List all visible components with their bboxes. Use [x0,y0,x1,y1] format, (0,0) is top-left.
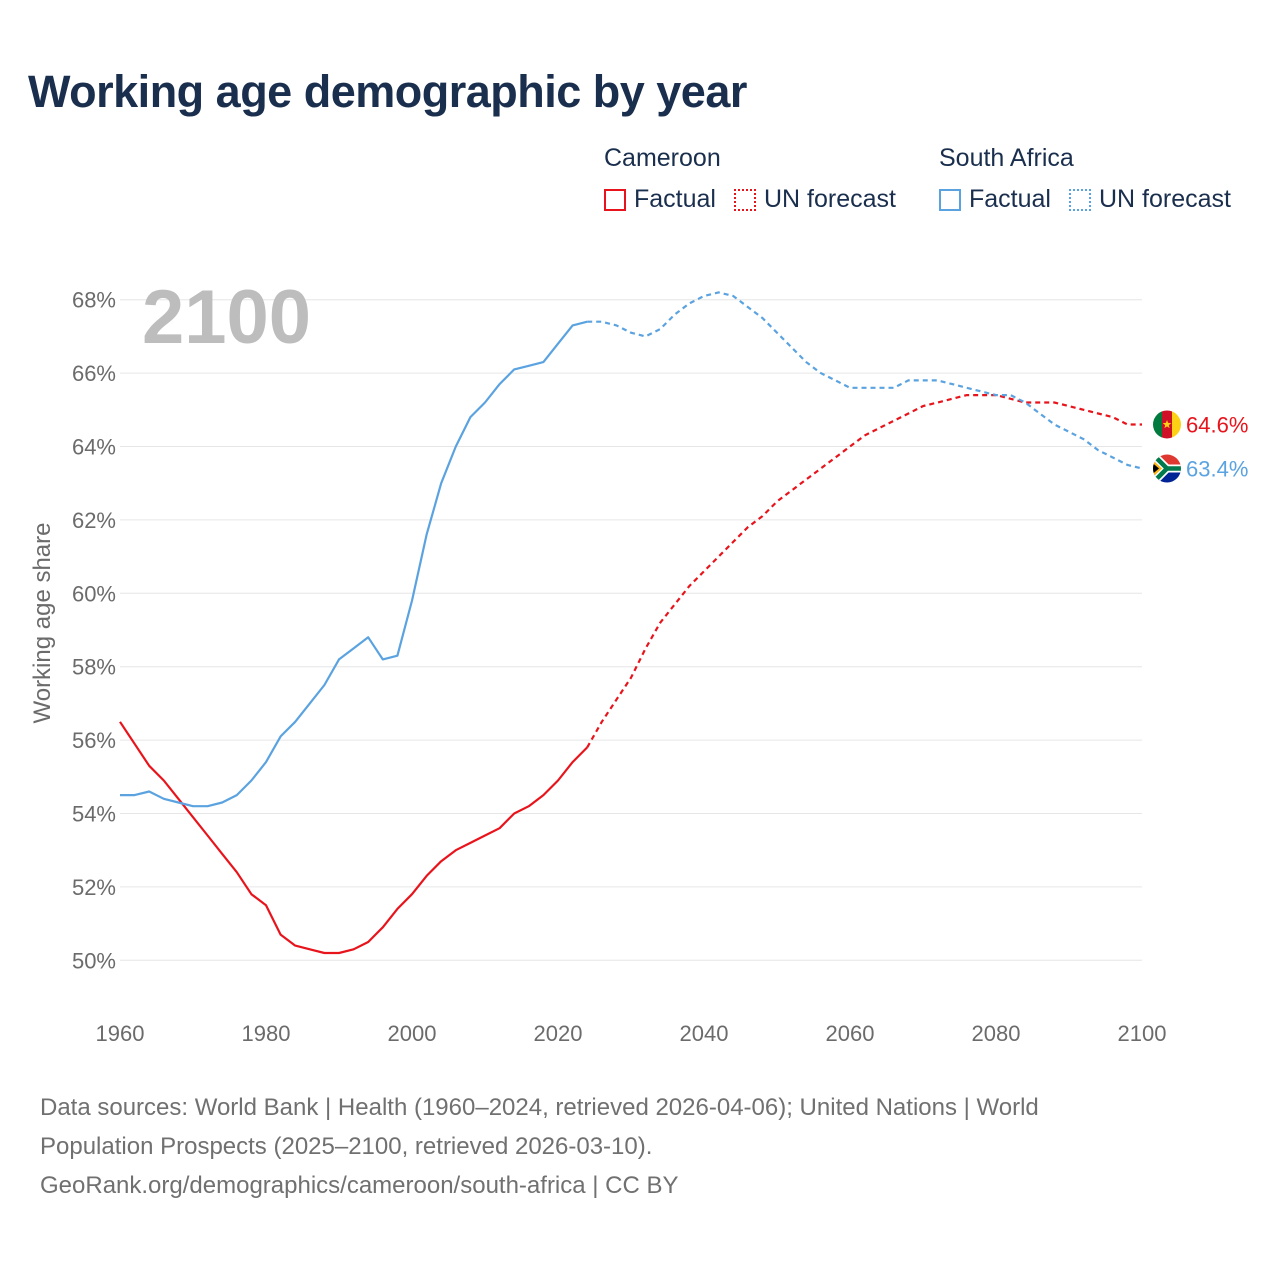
legend-item-south-africa-forecast[interactable]: UN forecast [1068,185,1231,214]
flag-south-africa-icon [1153,454,1181,483]
grid [120,299,1142,961]
legend-item-south-africa-factual[interactable]: Factual [939,185,1051,214]
end-label-cameroon: 64.6% [1186,412,1248,437]
legend-swatch-solid [939,188,961,211]
y-axis: 50% 52% 54% 56% 58% 60% 62% 64% 66% 68% [72,288,116,974]
flag-star [1162,420,1172,429]
y-tick-label: 68% [72,288,116,313]
x-tick-label: 2000 [388,1021,437,1046]
end-labels: 64.6% 63.4% [1153,410,1248,483]
series-lines [119,291,1143,955]
legend-group-name: South Africa [939,144,1074,172]
legend-item-cameroon-factual[interactable]: Factual [604,185,716,214]
x-tick-label: 2060 [826,1021,875,1046]
series-line-south-africa-forecast [587,291,1143,470]
x-tick-label: 2100 [1118,1021,1167,1046]
legend-group-south-africa: South Africa Factual UN forecast [939,144,1231,214]
source-note: Data sources: World Bank | Health (1960–… [40,1088,1190,1205]
legend-swatch-solid [604,188,626,211]
series-line-cameroon-forecast [586,394,1142,748]
y-tick-label: 66% [72,361,116,386]
legend-label: Factual [969,185,1051,213]
y-tick-label: 62% [72,508,116,533]
source-line: Data sources: World Bank | Health (1960–… [40,1094,1039,1121]
flag-black-triangle [1153,462,1159,475]
x-tick-label: 2020 [534,1021,583,1046]
legend-swatch-dotted [1068,188,1091,211]
flag-cameroon-icon [1153,410,1181,439]
x-tick-label: 1980 [242,1021,291,1046]
x-tick-label: 2040 [680,1021,729,1046]
x-tick-label: 2080 [972,1021,1021,1046]
flag-band-yellow [1172,410,1181,439]
source-line[interactable]: GeoRank.org/demographics/cameroon/south-… [40,1172,679,1199]
legend-group-name: Cameroon [604,144,721,172]
y-tick-label: 58% [72,655,116,680]
y-axis-label: Working age share [29,523,56,724]
series-line-cameroon-factual [119,721,588,955]
y-tick-label: 52% [72,875,116,900]
x-tick-label: 1960 [96,1021,145,1046]
x-axis: 1960 1980 2000 2020 2040 2060 2080 2100 [96,1021,1167,1046]
legend-label: UN forecast [763,185,896,213]
legend-item-cameroon-forecast[interactable]: UN forecast [733,185,896,214]
y-tick-label: 60% [72,581,116,606]
y-tick-label: 50% [72,948,116,973]
legend-label: Factual [634,185,716,213]
y-tick-label: 64% [72,435,116,460]
legend-label: UN forecast [1098,185,1231,213]
source-line: Population Prospects (2025–2100, retriev… [40,1133,653,1160]
end-label-south-africa: 63.4% [1186,457,1248,482]
flag-band-green [1153,410,1162,439]
legend-group-cameroon: Cameroon Factual UN forecast [604,144,914,214]
flag-body [1153,454,1181,483]
chart-title: Working age demographic by year [28,66,747,117]
year-watermark: 2100 [142,275,311,360]
flag-body [1153,410,1181,439]
legend-swatch-dotted [733,188,756,211]
y-tick-label: 54% [72,802,116,827]
y-tick-label: 56% [72,728,116,753]
line-chart: 50% 52% 54% 56% 58% 60% 62% 64% 66% 68% 1960 1980 2… [29,275,1248,1046]
series-line-south-africa-factual [120,320,588,808]
